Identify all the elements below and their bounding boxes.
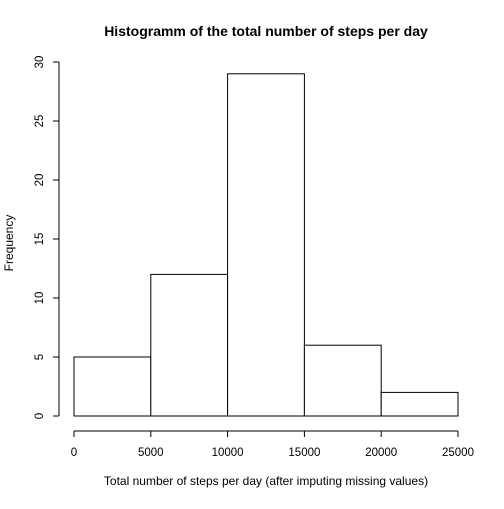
y-axis: 0 5 10 15 20 25 30 [34,56,60,419]
histogram-bar-3 [303,344,382,417]
histogram-bar-1 [150,273,229,417]
x-tick-label-0: 0 [71,447,77,459]
y-tick-label-2: 10 [34,292,46,305]
chart-title: Histogramm of the total number of steps … [104,23,428,39]
x-tick-label-3: 15000 [288,447,320,459]
x-tick-label-2: 10000 [212,447,244,459]
y-tick-label-0: 0 [34,413,46,419]
histogram-bar-0 [73,356,152,417]
y-tick-label-5: 25 [34,115,46,128]
y-tick-label-1: 5 [34,354,46,360]
x-tick-label-4: 20000 [365,447,397,459]
bars-group [73,73,459,417]
y-axis-label: Frequency [2,215,16,272]
y-tick-label-3: 15 [34,233,46,246]
x-axis-label: Total number of steps per day (after imp… [104,474,428,488]
y-tick-label-4: 20 [34,174,46,187]
y-tick-label-6: 30 [34,56,46,69]
histogram-bar-4 [380,391,459,417]
x-tick-label-5: 25000 [442,447,474,459]
x-axis: 0 5000 10000 15000 20000 25000 [71,430,474,459]
histogram-bar-2 [227,73,305,417]
x-tick-label-1: 5000 [138,447,164,459]
